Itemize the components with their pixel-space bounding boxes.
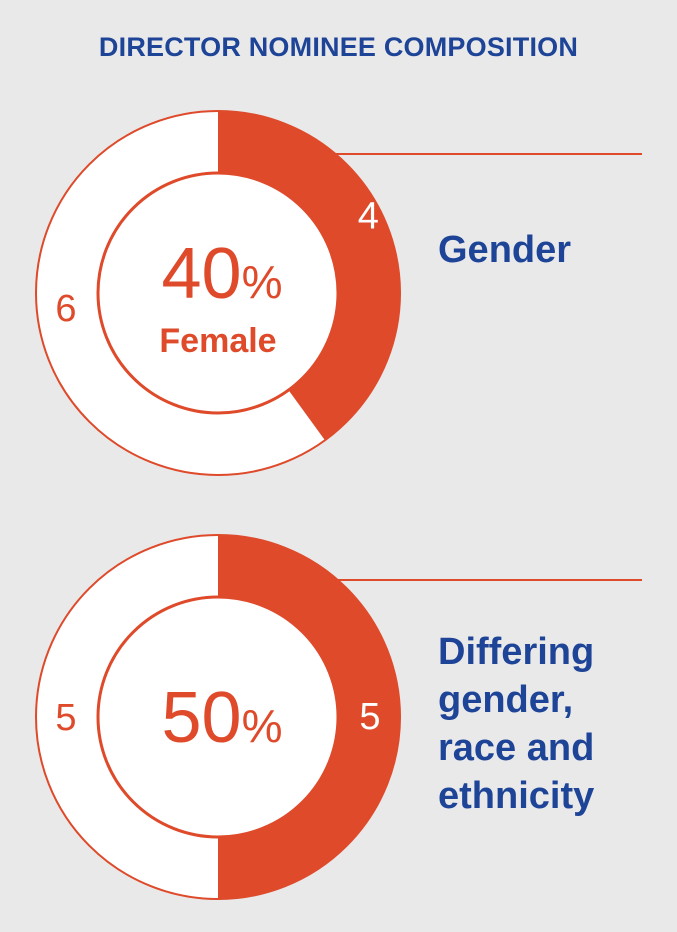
center-unit: % xyxy=(242,256,283,308)
donut-slice-highlight xyxy=(218,111,401,441)
chart-title-line: gender, xyxy=(438,679,574,721)
center-label: Female xyxy=(159,322,276,360)
chart-title-line: race and xyxy=(438,727,595,769)
donut-outer-ring xyxy=(35,110,401,476)
center-value: 50 xyxy=(162,678,242,758)
center-value: 40 xyxy=(162,234,242,314)
donut-slice-highlight xyxy=(218,535,400,899)
slice-label-highlight: 5 xyxy=(359,696,380,738)
chart-title-line: ethnicity xyxy=(438,775,595,817)
donut-outer-ring xyxy=(35,534,401,900)
page-title: DIRECTOR NOMINEE COMPOSITION xyxy=(98,32,579,62)
donut-inner-circle xyxy=(96,595,340,839)
donut-slice-other xyxy=(35,535,218,899)
donut-slice-other xyxy=(36,111,325,475)
donut-chart-diversity: 5 5 50% xyxy=(35,534,642,900)
chart-title-gender: Gender xyxy=(438,229,572,271)
slice-label-other: 5 xyxy=(55,697,76,739)
chart-title-line: Differing xyxy=(438,631,595,673)
slice-label-other: 6 xyxy=(55,288,76,330)
center-percentage: 50% xyxy=(162,678,283,758)
slice-label-highlight: 4 xyxy=(358,195,379,237)
donut-inner-circle xyxy=(96,171,340,415)
center-percentage: 40% xyxy=(162,234,283,314)
center-unit: % xyxy=(242,700,283,752)
donut-chart-gender: 4 6 40% Female xyxy=(35,110,642,476)
chart-title-diversity: Differing gender, race and ethnicity xyxy=(438,628,594,820)
